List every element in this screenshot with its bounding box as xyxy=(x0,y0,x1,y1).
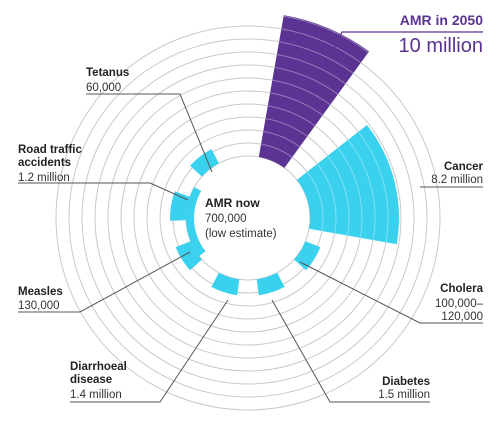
leader-cholera xyxy=(299,261,483,324)
segment-gridline xyxy=(281,28,362,64)
road-traffic-name-line-1: Road traffic xyxy=(18,144,83,156)
segment-gridline xyxy=(337,147,363,238)
tetanus-value: 60,000 xyxy=(86,82,121,94)
diarrhoeal-name-line-1: Diarrhoeal xyxy=(70,361,127,373)
cancer-label: Cancer 8.2 million xyxy=(431,161,483,186)
segment-gridline xyxy=(260,143,293,158)
segment-gridline xyxy=(316,163,337,234)
segment-amr-now xyxy=(186,187,206,257)
segment-gridline xyxy=(274,66,339,95)
segment-gridline xyxy=(278,41,354,74)
segment-gridline xyxy=(276,54,346,85)
leader-diarrhoeal xyxy=(70,299,229,403)
diabetes-name: Diabetes xyxy=(382,376,430,388)
ring-gridline xyxy=(94,64,402,372)
segment-diabetes xyxy=(256,272,285,296)
segment-gridline xyxy=(306,171,324,232)
segment-amr-in-2050 xyxy=(258,15,370,168)
segment-gridline xyxy=(357,131,389,243)
segment-gridline xyxy=(283,15,369,53)
cholera-value-line-1: 100,000– xyxy=(435,298,484,310)
segment-gridline xyxy=(269,92,323,116)
diarrhoeal-label: Diarrhoeal disease 1.4 million xyxy=(70,361,127,401)
leader-measles xyxy=(18,251,191,313)
leader-diabetes xyxy=(271,299,430,403)
amr-2050-value: 10 million xyxy=(399,35,483,57)
segment-gridline xyxy=(263,130,301,148)
amr-2050-title: AMR in 2050 xyxy=(400,12,483,28)
diabetes-label: Diabetes 1.5 million xyxy=(378,376,430,401)
leader-amr-2050 xyxy=(329,31,483,59)
ring-gridline xyxy=(81,51,415,385)
center-title: AMR now xyxy=(205,196,260,210)
segment-tetanus xyxy=(190,149,219,177)
segments xyxy=(170,15,399,296)
center-note: (low estimate) xyxy=(205,228,277,240)
segment-gridline xyxy=(265,118,308,137)
leader-lines xyxy=(18,31,483,403)
amr-2050-label: AMR in 2050 10 million xyxy=(399,12,484,57)
road-traffic-label: Road traffic accidents 1.2 million xyxy=(18,144,83,184)
leader-tetanus xyxy=(86,93,213,173)
tetanus-name: Tetanus xyxy=(86,67,129,79)
segment-cholera xyxy=(294,241,321,271)
measles-name: Measles xyxy=(18,286,63,298)
segment-measles xyxy=(175,241,202,271)
segment-gridline xyxy=(327,155,350,236)
cholera-label: Cholera 100,000– 120,000 xyxy=(435,283,484,323)
measles-value: 130,000 xyxy=(18,300,60,312)
segment-gridline xyxy=(272,79,331,106)
road-traffic-value: 1.2 million xyxy=(18,172,70,184)
cholera-value-line-2: 120,000 xyxy=(441,311,483,323)
road-traffic-name-line-2: accidents xyxy=(18,157,71,169)
segment-diarrhoeal-disease xyxy=(211,272,240,296)
diarrhoeal-value: 1.4 million xyxy=(70,389,122,401)
ring-gridline xyxy=(55,25,441,411)
tetanus-label: Tetanus 60,000 xyxy=(86,67,129,94)
cancer-value: 8.2 million xyxy=(431,174,483,186)
measles-label: Measles 130,000 xyxy=(18,286,63,312)
center-value: 700,000 xyxy=(205,213,247,225)
cholera-name: Cholera xyxy=(440,283,483,295)
leader-road-traffic xyxy=(18,182,189,201)
ring-gridline xyxy=(68,38,428,398)
cancer-name: Cancer xyxy=(444,161,484,173)
center-disc xyxy=(194,164,302,272)
diarrhoeal-name-line-2: disease xyxy=(70,374,112,386)
segment-gridline xyxy=(267,105,316,127)
center-label: AMR now 700,000 (low estimate) xyxy=(205,196,277,240)
diabetes-value: 1.5 million xyxy=(378,389,430,401)
segment-cancer xyxy=(296,125,399,245)
segment-gridline xyxy=(347,139,376,241)
